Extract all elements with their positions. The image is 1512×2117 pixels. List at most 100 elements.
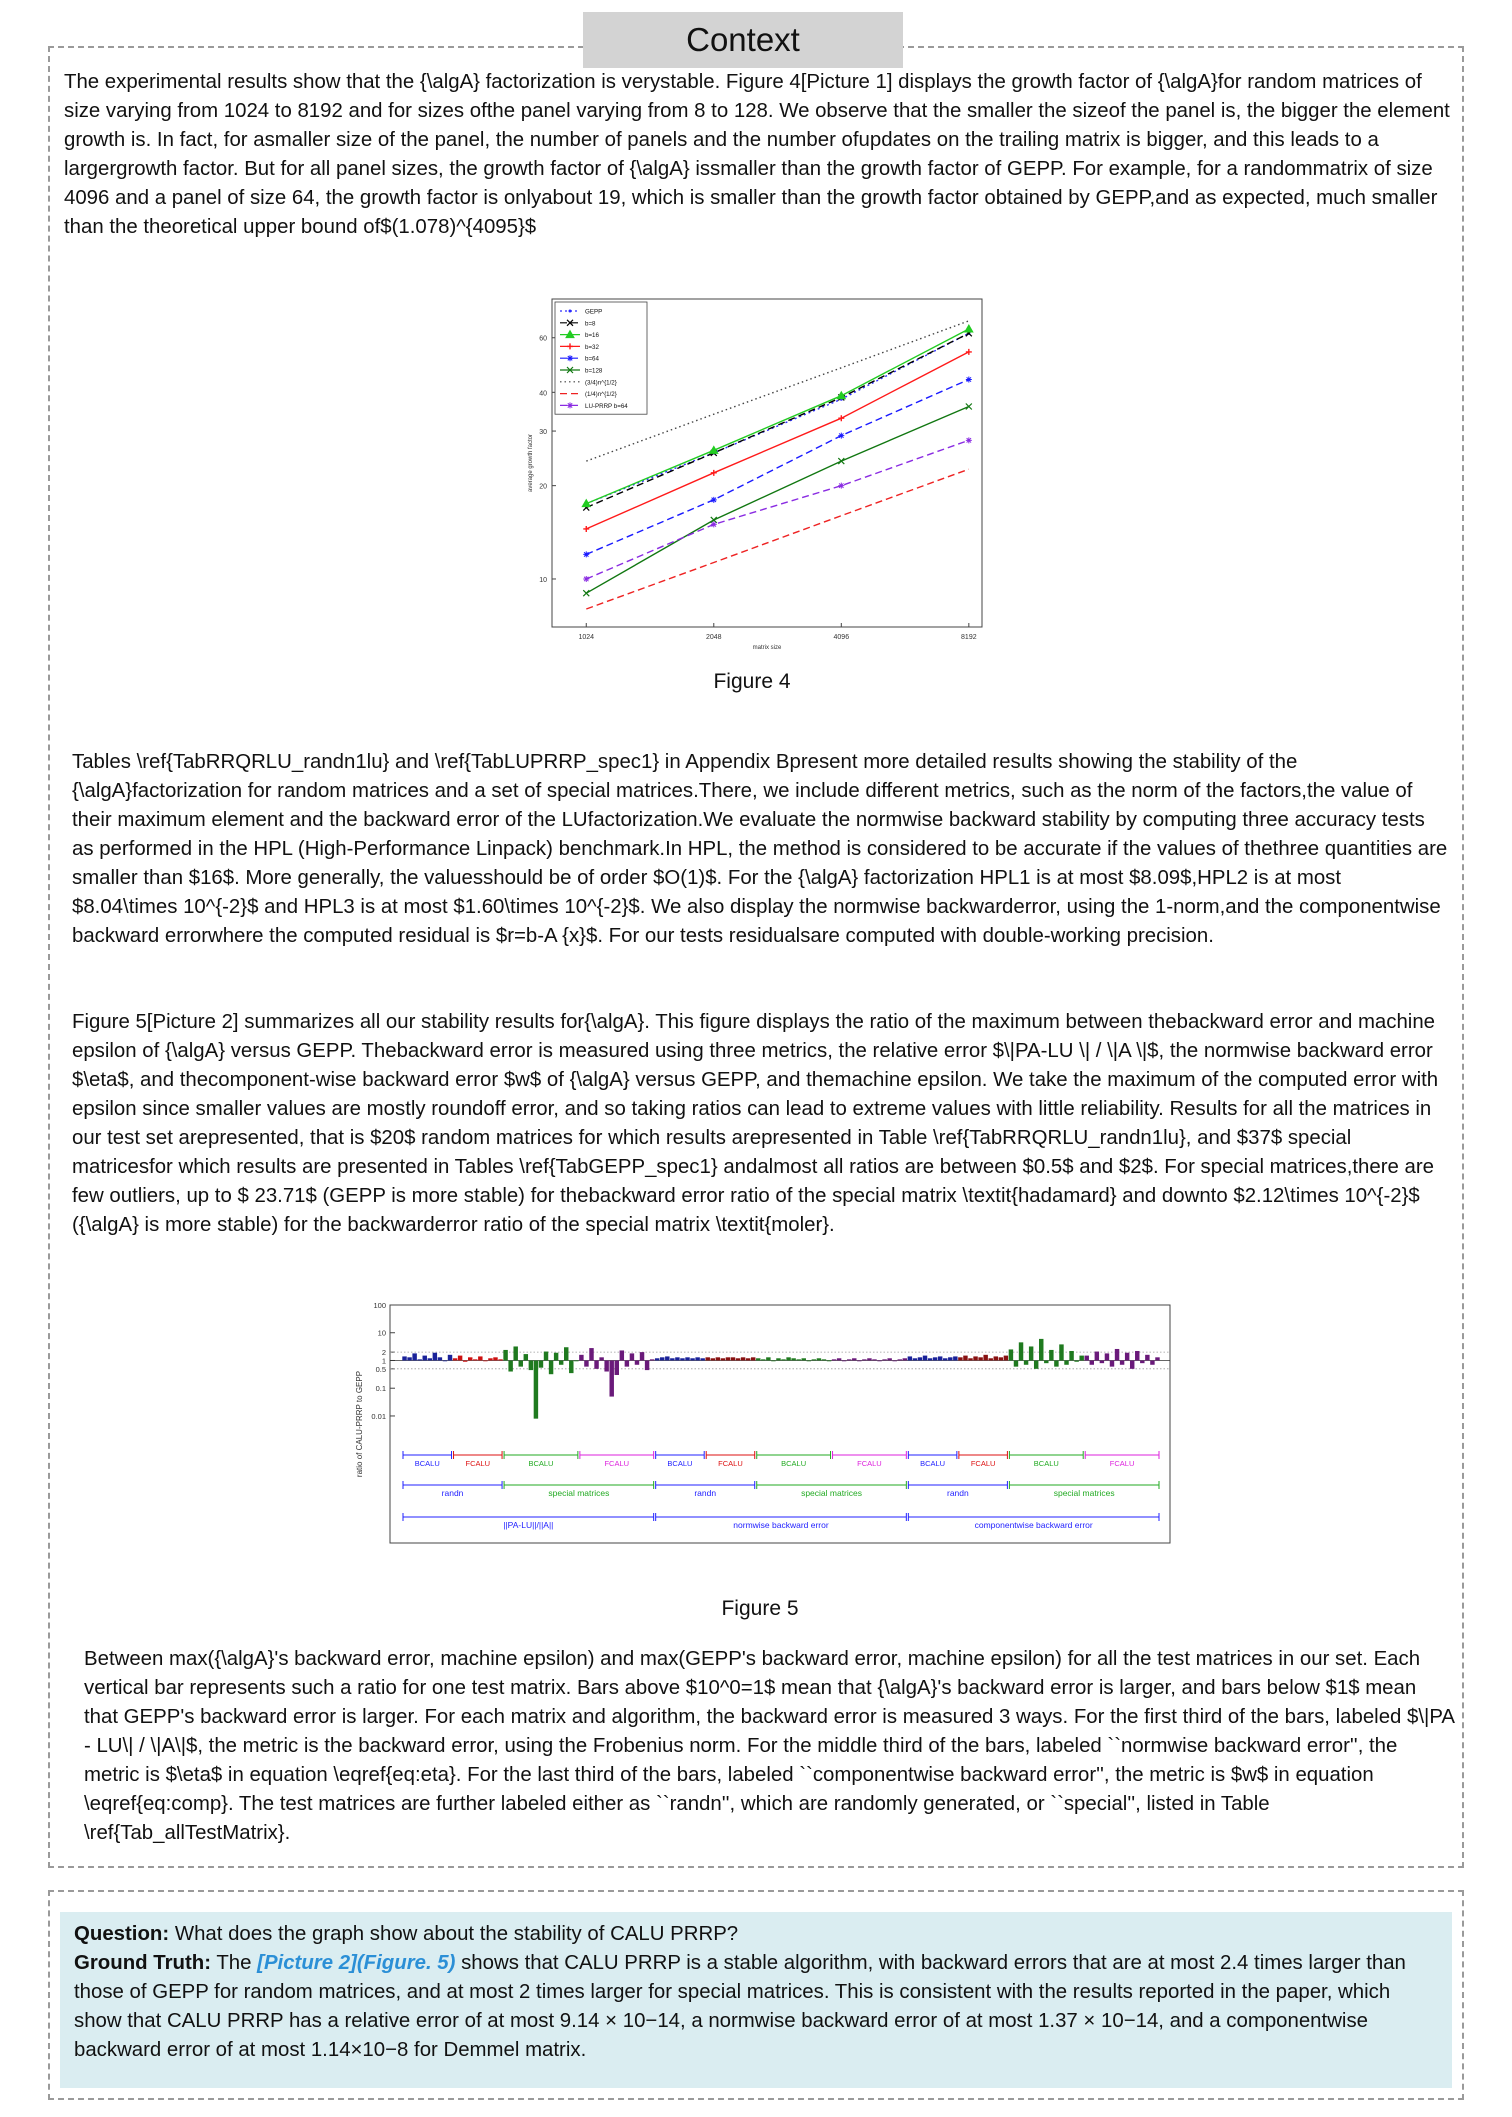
matrix-type-bracket-label: randn	[694, 1488, 716, 1498]
bar	[937, 1356, 943, 1361]
series-path	[586, 332, 970, 509]
bar	[574, 1360, 579, 1362]
series-bracket-label: BCALU	[781, 1459, 806, 1468]
bar	[968, 1358, 973, 1361]
matrix-type-bracket: randn	[907, 1481, 1008, 1498]
bar	[1059, 1344, 1064, 1361]
bar	[523, 1354, 529, 1361]
bar	[1018, 1342, 1024, 1361]
bar	[1013, 1360, 1019, 1367]
bar	[407, 1357, 412, 1361]
matrix-type-bracket-label: special matrices	[801, 1488, 862, 1498]
matrix-type-bracket: randn	[402, 1481, 503, 1498]
bar	[725, 1357, 731, 1361]
bar	[852, 1358, 857, 1361]
series-path	[586, 332, 970, 505]
backward-error-ratio-chart: 0.01 0.1 0.512 10 100 ratio of CALU-PRRP to G…	[355, 1301, 1171, 1544]
answer-text: shows that CALU PRRP is a stable algorit…	[74, 1952, 1406, 2061]
bar	[629, 1353, 635, 1361]
x-tick-label: 1024	[578, 634, 594, 641]
bar	[402, 1356, 407, 1361]
y-tick-label: 0.1	[376, 1384, 386, 1393]
answer-figure-ref[interactable]: [Picture 2](Figure. 5)	[257, 1952, 456, 1974]
bar	[993, 1356, 998, 1361]
bar	[670, 1358, 675, 1361]
bar	[695, 1357, 700, 1361]
bar	[781, 1359, 786, 1361]
data-point	[583, 525, 590, 532]
y-tick-label: 100	[373, 1301, 386, 1310]
paragraph-1: The experimental results show that the {…	[64, 71, 1450, 238]
bar	[1064, 1360, 1069, 1365]
bar	[1150, 1360, 1155, 1365]
data-point	[567, 355, 573, 362]
bar	[508, 1360, 513, 1372]
bar	[715, 1357, 721, 1361]
bar	[457, 1355, 463, 1361]
y-axis-label: average growth factor	[528, 434, 534, 492]
bar	[943, 1358, 948, 1361]
bar	[922, 1355, 928, 1361]
series-line	[586, 320, 970, 462]
bar	[1104, 1353, 1110, 1361]
bar	[761, 1359, 766, 1361]
series-bracket: BCALU	[1008, 1451, 1084, 1468]
bar	[412, 1353, 417, 1361]
series-bracket-label: FCALU	[857, 1459, 882, 1468]
qa-frame	[48, 1890, 1464, 2100]
bar	[462, 1360, 468, 1362]
legend-label: (3/4)n^{1/2}	[585, 379, 617, 386]
metric-bracket: componentwise backward error	[907, 1513, 1160, 1530]
bar	[624, 1360, 630, 1367]
bar	[513, 1346, 518, 1361]
bar	[685, 1357, 690, 1361]
bar	[836, 1358, 842, 1361]
series-path	[586, 320, 970, 462]
data-point	[836, 390, 847, 400]
figure-5-caption: Figure 5	[721, 1597, 799, 1620]
series-bracket: FCALU	[1084, 1451, 1160, 1468]
bar	[1094, 1351, 1100, 1361]
bar	[503, 1349, 508, 1361]
bar	[634, 1360, 640, 1365]
series-bracket: BCALU	[907, 1451, 958, 1468]
series-bracket: BCALU	[655, 1451, 705, 1468]
legend-label: b=64	[585, 356, 599, 363]
bar	[771, 1360, 776, 1362]
bar	[548, 1360, 554, 1375]
series-bracket: FCALU	[832, 1451, 907, 1468]
bar	[745, 1358, 751, 1361]
series-bracket: BCALU	[503, 1451, 579, 1468]
bar	[1084, 1355, 1089, 1361]
bar	[806, 1360, 812, 1362]
legend-label: LU-PRRP b=64	[585, 403, 628, 410]
series-line	[583, 348, 972, 532]
bar	[867, 1358, 872, 1361]
series-bracket: FCALU	[453, 1451, 503, 1468]
figure-4-caption: Figure 4	[713, 670, 791, 693]
x-tick-label: 4096	[834, 634, 850, 641]
y-tick-label: 10	[539, 577, 547, 584]
series-line	[582, 403, 973, 597]
bar	[447, 1354, 453, 1361]
bar	[983, 1354, 988, 1361]
series-bracket-label: BCALU	[920, 1459, 945, 1468]
series-bracket: FCALU	[705, 1451, 756, 1468]
bar	[644, 1360, 650, 1371]
bar	[912, 1358, 918, 1361]
bar	[740, 1357, 746, 1361]
bar	[639, 1352, 645, 1361]
bar	[1049, 1349, 1054, 1361]
bar	[442, 1360, 448, 1362]
y-tick-label: 2	[382, 1348, 386, 1357]
bar	[958, 1357, 963, 1361]
y-tick-label: 0.5	[376, 1365, 386, 1374]
series-bracket: BCALU	[402, 1451, 453, 1468]
bar	[776, 1358, 781, 1361]
matrix-type-bracket-label: randn	[947, 1488, 969, 1498]
bar	[609, 1360, 614, 1397]
series-bracket: FCALU	[958, 1451, 1008, 1468]
bar	[857, 1360, 862, 1362]
paragraph-2: Tables \ref{TabRRQRLU_randn1lu} and \ref…	[72, 751, 1448, 947]
bar	[882, 1359, 887, 1361]
